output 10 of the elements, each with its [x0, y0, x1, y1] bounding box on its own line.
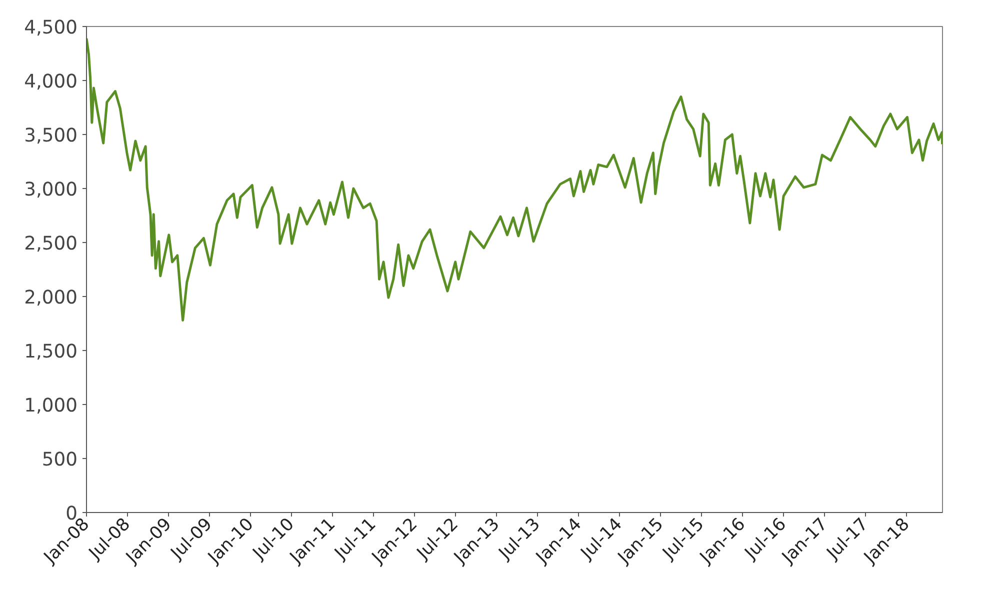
- y-tick-label: 1,000: [24, 396, 78, 416]
- y-tick-label: 3,500: [24, 126, 78, 146]
- y-tick-label: 4,500: [24, 18, 78, 38]
- y-tick-label: 500: [42, 450, 78, 470]
- y-tick-label: 1,500: [24, 342, 78, 362]
- y-tick-label: 3,000: [24, 180, 78, 200]
- line-series: [86, 37, 942, 322]
- y-tick-label: 2,000: [24, 288, 78, 308]
- y-tick-label: 2,500: [24, 234, 78, 254]
- y-tick-label: 4,000: [24, 72, 78, 92]
